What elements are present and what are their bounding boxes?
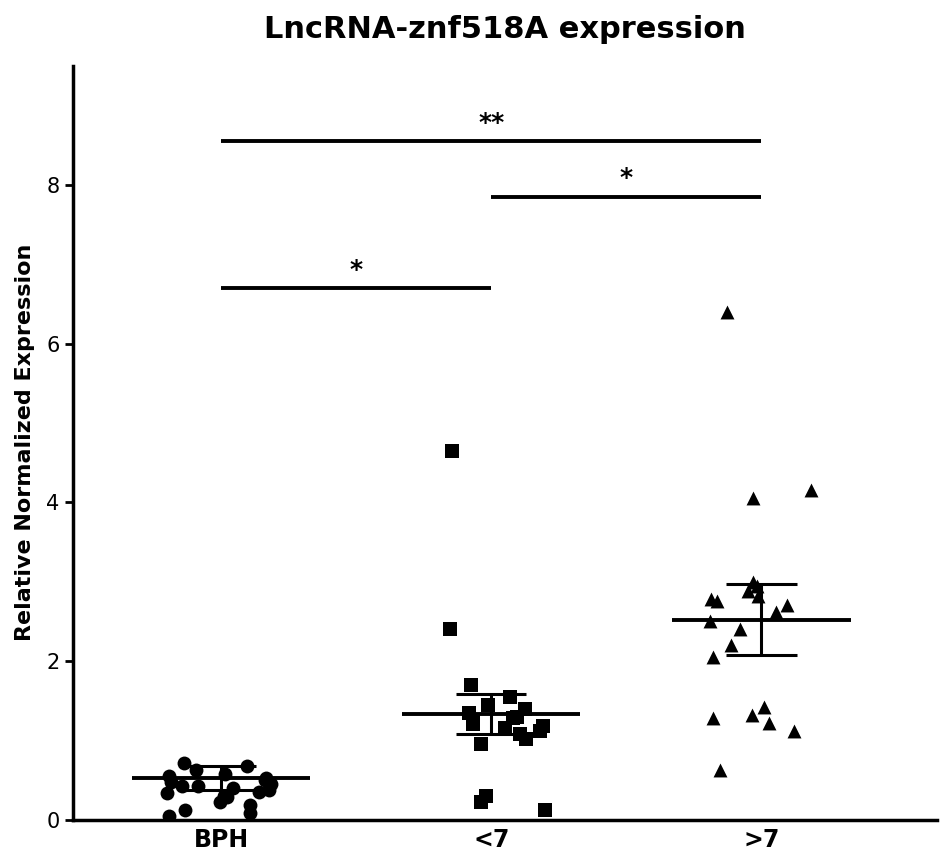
Point xyxy=(259,772,274,786)
Point xyxy=(481,698,496,712)
Point xyxy=(217,766,232,780)
Point xyxy=(174,779,189,792)
Point xyxy=(242,806,257,820)
Point xyxy=(474,737,489,751)
Point xyxy=(740,584,755,598)
Point xyxy=(263,777,278,791)
Point xyxy=(709,595,724,609)
Point xyxy=(163,774,178,788)
Point xyxy=(464,678,479,692)
Point xyxy=(257,773,272,787)
Point xyxy=(803,484,819,498)
Point xyxy=(518,701,533,715)
Point xyxy=(756,700,771,714)
Point xyxy=(762,716,777,730)
Point xyxy=(745,575,761,589)
Point xyxy=(190,779,206,793)
Point xyxy=(240,759,255,772)
Point xyxy=(744,708,760,722)
Point xyxy=(445,444,460,458)
Point xyxy=(705,711,721,725)
Point xyxy=(750,578,765,592)
Point xyxy=(745,492,761,505)
Point xyxy=(216,789,231,803)
Point xyxy=(479,789,494,803)
Point xyxy=(732,623,747,636)
Point xyxy=(786,724,802,738)
Point xyxy=(473,795,488,809)
Point xyxy=(262,783,277,797)
Text: *: * xyxy=(349,257,363,282)
Point xyxy=(703,615,718,629)
Point xyxy=(251,785,267,799)
Point xyxy=(466,714,481,727)
Point xyxy=(177,803,192,817)
Point xyxy=(535,719,550,733)
Point xyxy=(497,721,512,735)
Point xyxy=(466,718,481,732)
Text: *: * xyxy=(620,166,633,191)
Point xyxy=(512,727,527,741)
Point xyxy=(219,791,234,805)
Point xyxy=(225,781,240,795)
Point xyxy=(719,305,734,319)
Y-axis label: Relative Normalized Expression: Relative Normalized Expression xyxy=(15,244,35,642)
Point xyxy=(724,638,739,652)
Point xyxy=(519,732,534,746)
Point xyxy=(243,799,258,812)
Point xyxy=(162,809,177,823)
Point xyxy=(768,605,783,619)
Point xyxy=(160,786,175,800)
Point xyxy=(712,764,727,778)
Point xyxy=(509,709,525,723)
Text: **: ** xyxy=(478,111,505,134)
Point xyxy=(705,650,721,664)
Point xyxy=(461,706,476,720)
Point xyxy=(503,690,518,704)
Point xyxy=(443,623,458,636)
Point xyxy=(537,803,552,817)
Point xyxy=(188,764,204,778)
Point xyxy=(176,756,191,770)
Point xyxy=(532,724,547,738)
Point xyxy=(779,598,794,612)
Point xyxy=(212,795,228,809)
Point xyxy=(506,711,521,725)
Point xyxy=(704,592,719,606)
Title: LncRNA-znf518A expression: LncRNA-znf518A expression xyxy=(264,15,745,44)
Point xyxy=(161,769,176,783)
Point xyxy=(750,589,765,603)
